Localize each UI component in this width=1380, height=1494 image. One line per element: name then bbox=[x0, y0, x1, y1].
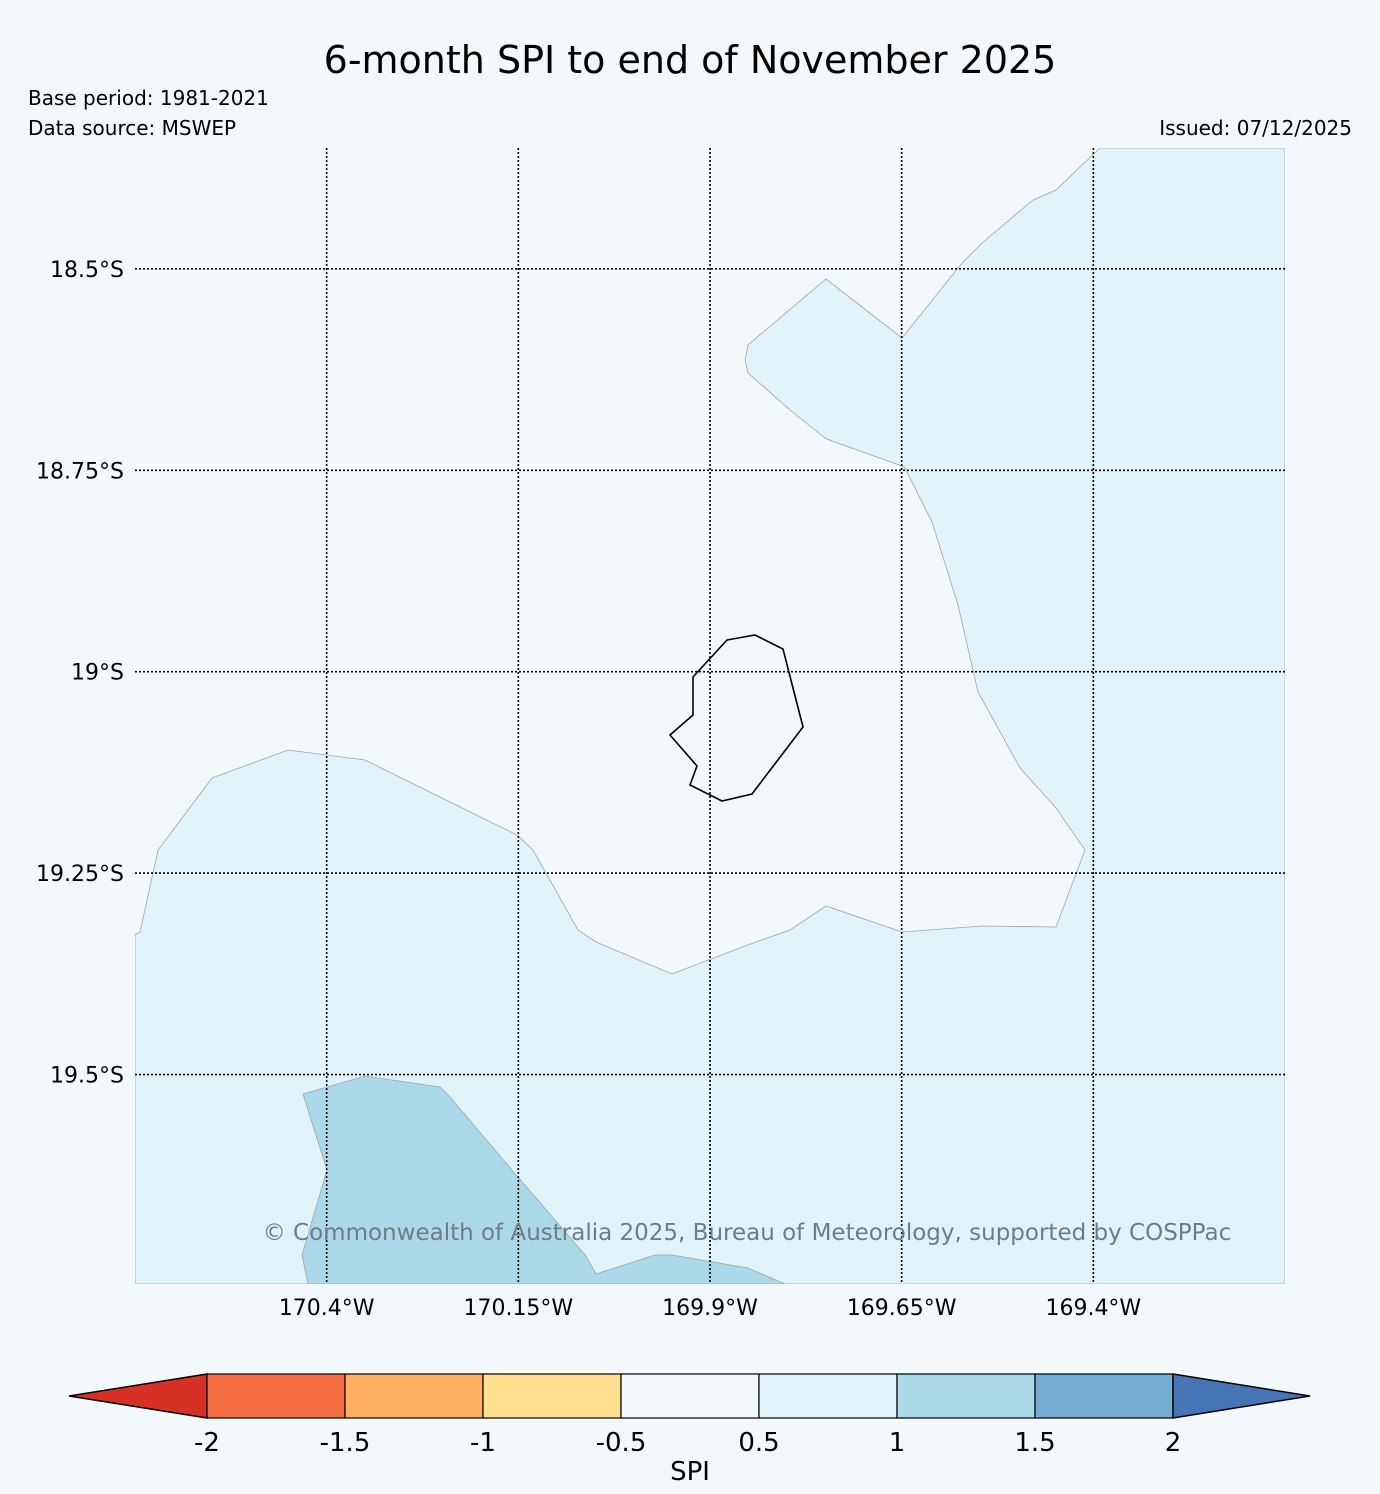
latitude-label: 18.5°S bbox=[50, 258, 124, 283]
base-period-note: Base period: 1981-2021 bbox=[28, 86, 269, 110]
map-title: 6-month SPI to end of November 2025 bbox=[323, 38, 1057, 82]
colorbar-segment bbox=[758, 1373, 898, 1419]
colorbar-tick-label: 0.5 bbox=[738, 1428, 779, 1458]
colorbar-extend-low bbox=[68, 1373, 208, 1419]
issued-date: Issued: 07/12/2025 bbox=[1159, 116, 1352, 140]
colorbar-segment bbox=[620, 1373, 760, 1419]
latitude-label: 18.75°S bbox=[36, 459, 124, 484]
spi-region-0.5-1 bbox=[135, 148, 1285, 1284]
colorbar-tick-label: -1.5 bbox=[320, 1428, 371, 1458]
copyright-notice: © Commonwealth of Australia 2025, Bureau… bbox=[263, 1220, 1232, 1246]
longitude-label: 169.4°W bbox=[1045, 1296, 1141, 1321]
colorbar-tick-label: 1 bbox=[889, 1428, 906, 1458]
longitude-label: 170.15°W bbox=[463, 1296, 573, 1321]
colorbar-label: SPI bbox=[670, 1457, 710, 1487]
colorbar-segment bbox=[896, 1373, 1036, 1419]
spi-region-1-1.5 bbox=[301, 1075, 786, 1284]
data-source-note: Data source: MSWEP bbox=[28, 116, 237, 140]
colorbar-segment bbox=[1034, 1373, 1174, 1419]
latitude-label: 19.5°S bbox=[50, 1064, 124, 1089]
latitude-label: 19.25°S bbox=[36, 862, 124, 887]
colorbar-tick-label: -0.5 bbox=[596, 1428, 647, 1458]
colorbar-segment bbox=[206, 1373, 346, 1419]
colorbar-tick-label: 1.5 bbox=[1014, 1428, 1055, 1458]
island-outline bbox=[668, 634, 804, 802]
longitude-label: 170.4°W bbox=[279, 1296, 375, 1321]
colorbar-tick-label: 2 bbox=[1165, 1428, 1182, 1458]
longitude-label: 169.9°W bbox=[662, 1296, 758, 1321]
colorbar-extend-high bbox=[1172, 1373, 1311, 1419]
colorbar-tick-label: -1 bbox=[470, 1428, 496, 1458]
colorbar-tick-label: -2 bbox=[194, 1428, 220, 1458]
colorbar-segment bbox=[482, 1373, 622, 1419]
latitude-label: 19°S bbox=[71, 661, 124, 686]
colorbar: -2 -1.5 -1 -0.5 0.5 1 1.5 2 SPI bbox=[68, 1373, 1311, 1487]
longitude-label: 169.65°W bbox=[847, 1296, 957, 1321]
colorbar-segment bbox=[344, 1373, 484, 1419]
